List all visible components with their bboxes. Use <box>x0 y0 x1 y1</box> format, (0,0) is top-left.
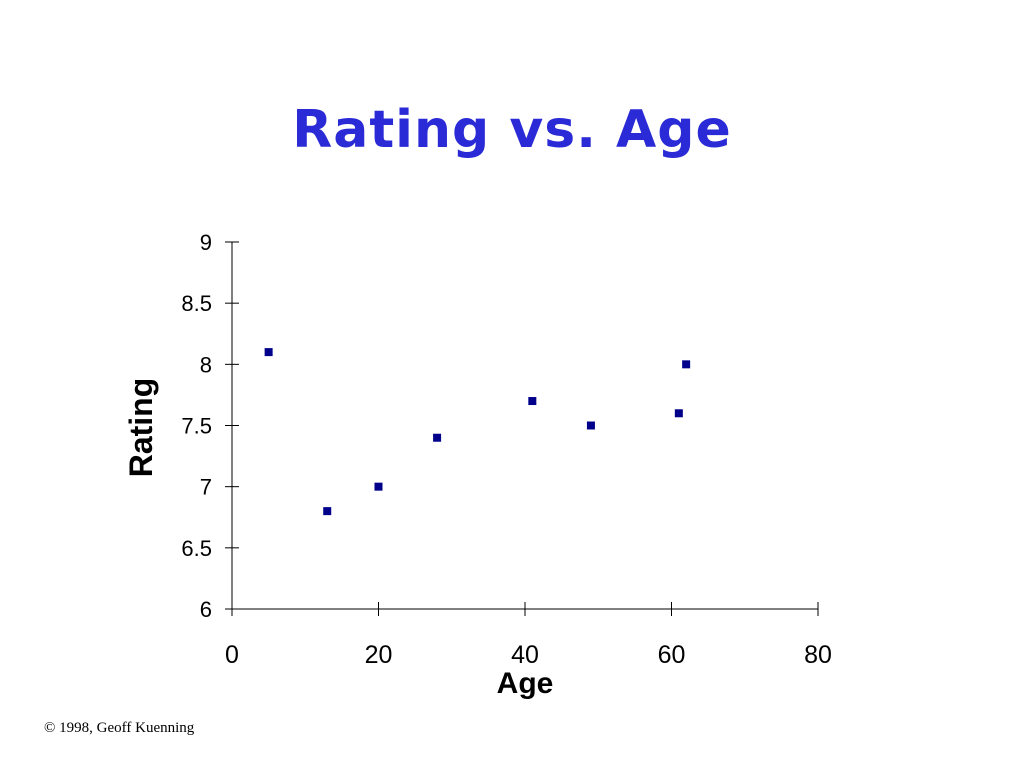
slide-title: Rating vs. Age <box>292 100 732 160</box>
x-tick-label: 20 <box>365 641 393 669</box>
data-point <box>682 360 691 369</box>
y-tick-label: 8.5 <box>181 291 212 316</box>
x-tick-label: 60 <box>658 641 686 669</box>
data-point <box>374 482 383 491</box>
axes <box>231 242 818 610</box>
data-point <box>433 433 442 442</box>
y-tick-label: 6.5 <box>181 536 212 561</box>
copyright-footer: © 1998, Geoff Kuenning <box>44 720 195 736</box>
y-tick-label: 7 <box>200 475 212 500</box>
y-axis-title: Rating <box>123 378 159 478</box>
y-tick-label: 6 <box>200 597 212 622</box>
data-point <box>674 409 683 418</box>
x-tick-label: 0 <box>225 641 239 669</box>
data-point <box>323 507 332 516</box>
data-points <box>264 348 691 516</box>
x-axis-title: Age <box>497 667 554 700</box>
data-point <box>586 421 595 430</box>
tick-labels: 6 6.5 7 7.5 8 8.5 9 0 20 40 60 80 <box>181 230 832 669</box>
y-tick-label: 8 <box>200 352 212 377</box>
x-tick-label: 40 <box>511 641 539 669</box>
ticks <box>225 241 819 616</box>
data-point <box>528 397 537 406</box>
y-tick-label: 9 <box>200 230 212 255</box>
y-tick-label: 7.5 <box>181 414 212 439</box>
x-tick-label: 80 <box>804 641 832 669</box>
data-point <box>264 348 273 357</box>
